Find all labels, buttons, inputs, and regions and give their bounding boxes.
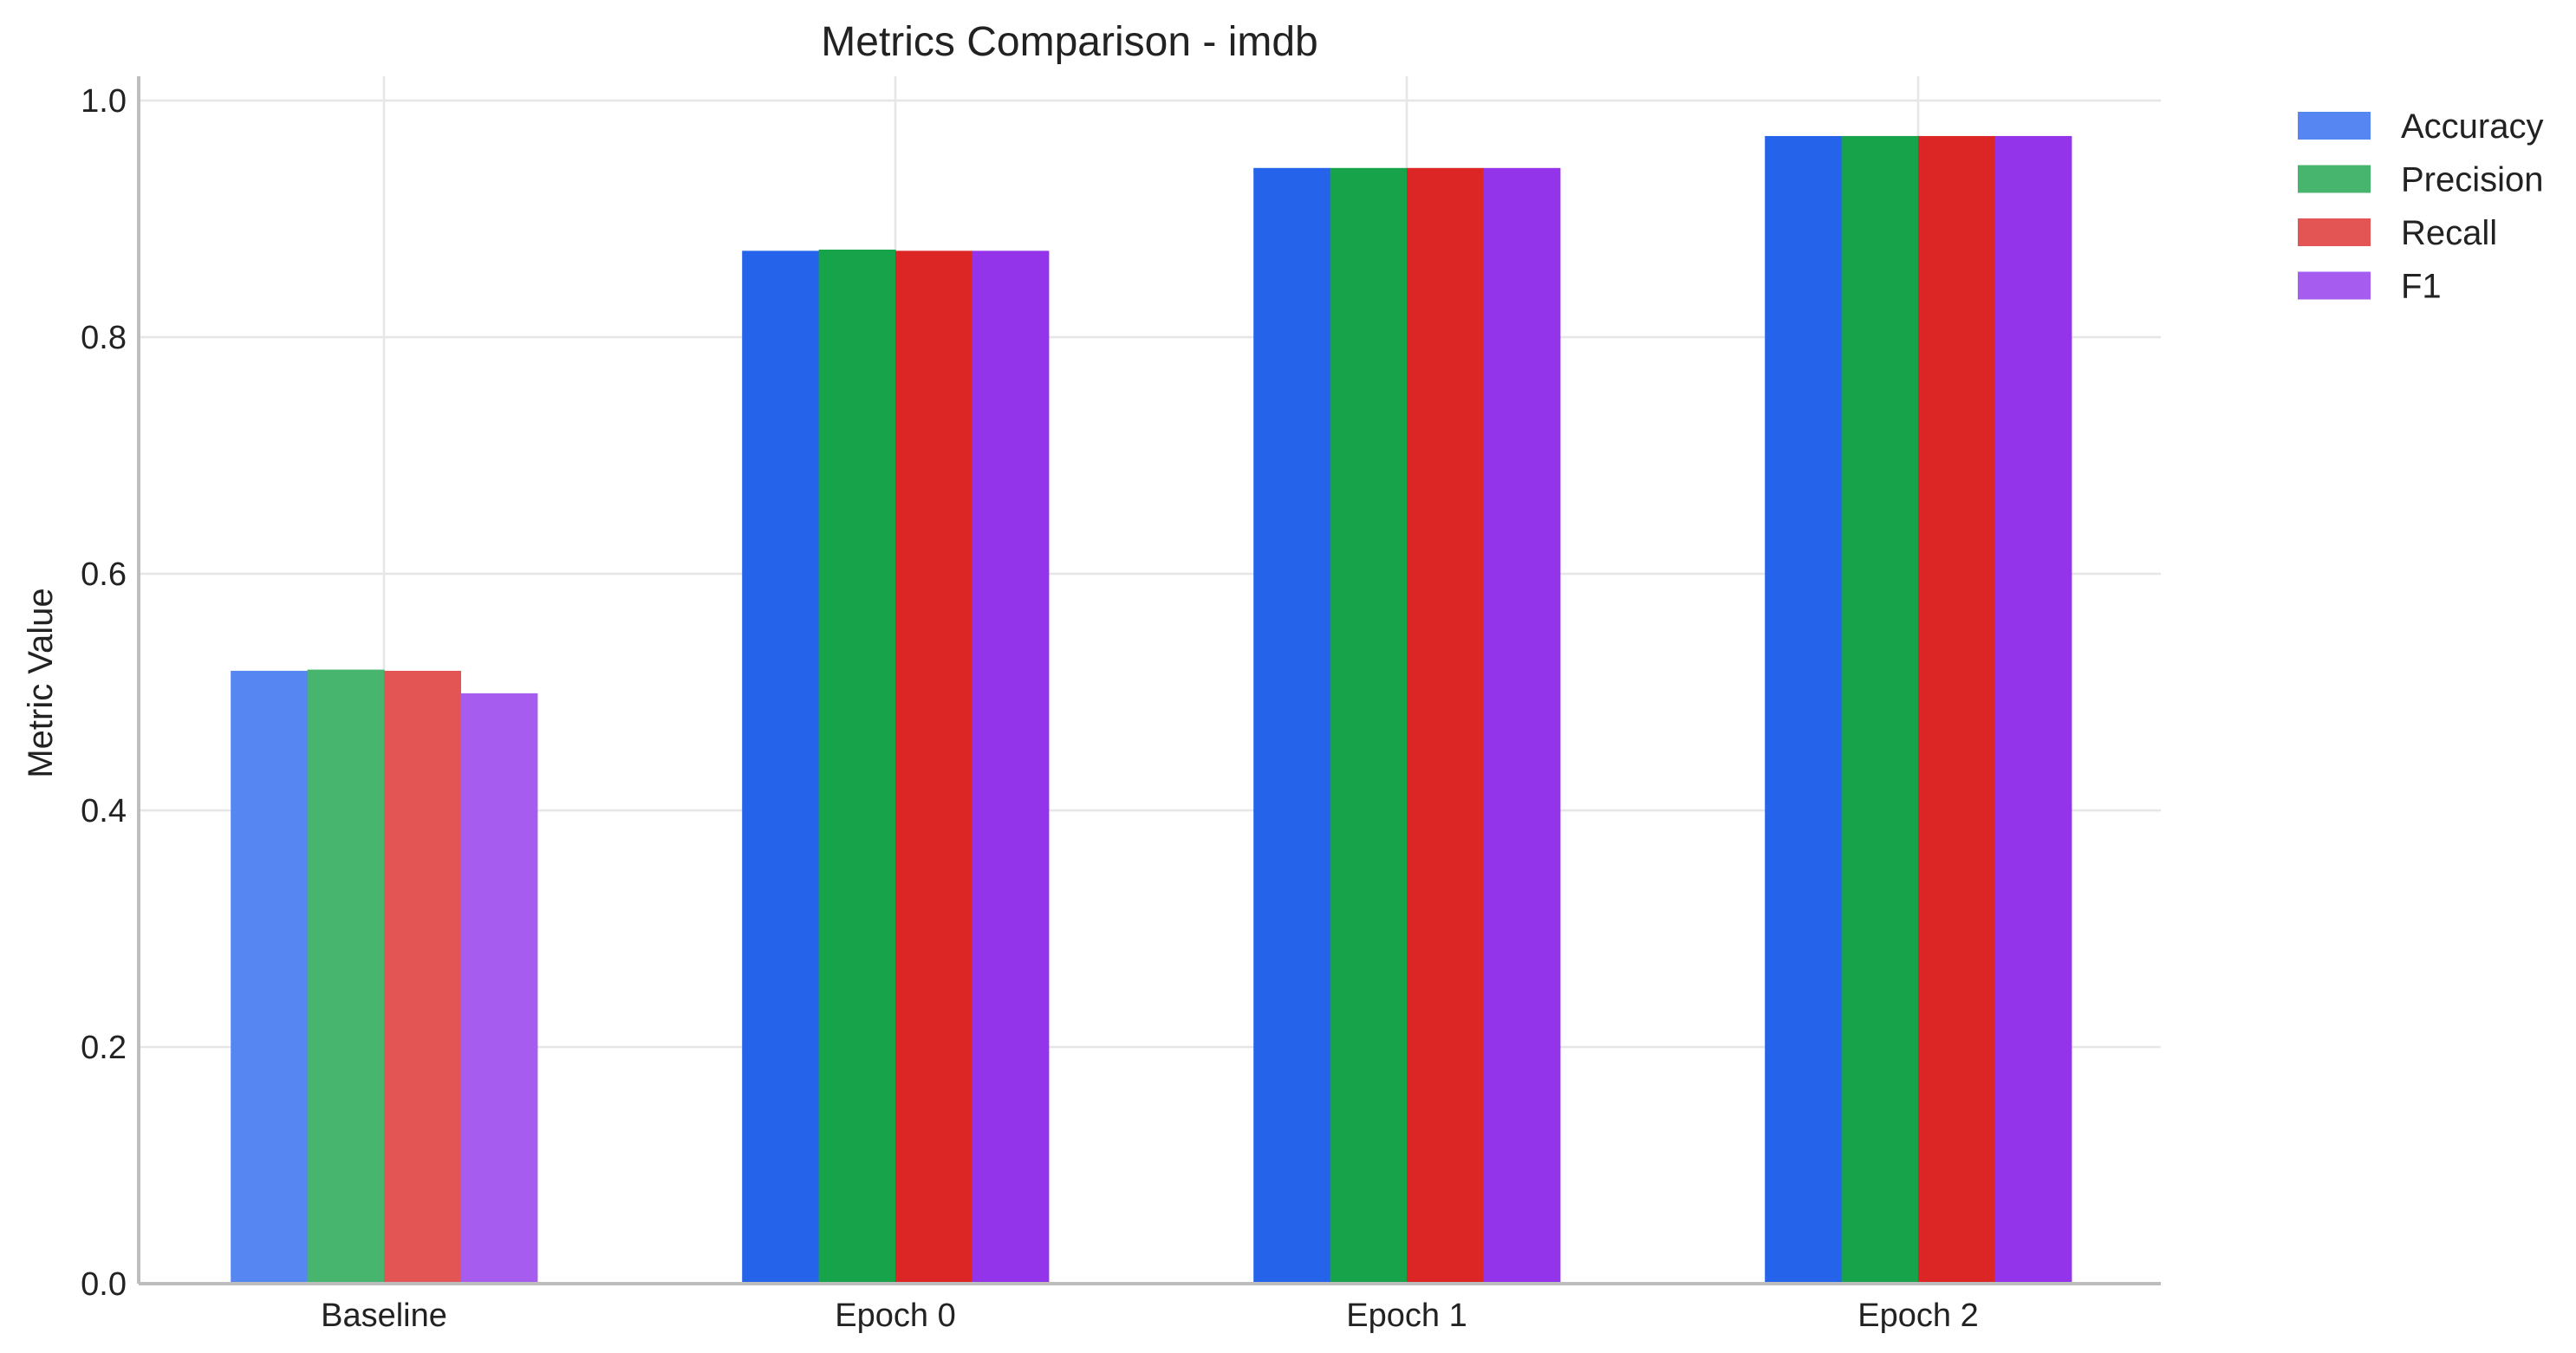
- legend-swatch-recall: [2298, 218, 2371, 246]
- bar-f1-epoch-1: [1483, 167, 1561, 1285]
- axes: 0.0 0.2 0.4 0.6 0.8 1.0 Baseline Epoch 0 Epoch 1…: [81, 76, 2161, 1334]
- legend: Accuracy Precision Recall F1: [2298, 107, 2544, 306]
- bar-accuracy-epoch-0: [742, 250, 820, 1285]
- bar-accuracy-epoch-2: [1765, 135, 1843, 1285]
- y-axis-label: Metric Value: [22, 588, 60, 777]
- bar-precision-epoch-1: [1330, 167, 1408, 1285]
- y-tick-label: 0.6: [81, 556, 127, 593]
- legend-label-precision: Precision: [2401, 161, 2544, 199]
- legend-swatch-f1: [2298, 271, 2371, 300]
- bars: [231, 135, 2072, 1285]
- bar-f1-epoch-0: [972, 250, 1050, 1285]
- bar-accuracy-epoch-1: [1253, 167, 1331, 1285]
- bar-recall-epoch-0: [895, 250, 973, 1285]
- y-tick-label: 0.4: [81, 793, 127, 829]
- y-tick-label: 0.8: [81, 320, 127, 356]
- legend-swatch-precision: [2298, 165, 2371, 193]
- bar-precision-epoch-2: [1841, 135, 1919, 1285]
- x-tick-label: Epoch 1: [1346, 1298, 1467, 1334]
- bar-recall-epoch-2: [1918, 135, 1995, 1285]
- x-tick-label: Baseline: [321, 1298, 447, 1334]
- x-tick-label: Epoch 2: [1857, 1298, 1978, 1334]
- legend-label-recall: Recall: [2401, 214, 2497, 252]
- bar-f1-epoch-2: [1994, 135, 2072, 1285]
- x-tick-label: Epoch 0: [835, 1298, 955, 1334]
- bar-recall-epoch-1: [1407, 167, 1484, 1285]
- bar-accuracy-baseline: [231, 670, 309, 1284]
- y-tick-label: 1.0: [81, 83, 127, 120]
- legend-label-accuracy: Accuracy: [2401, 107, 2544, 146]
- bar-recall-baseline: [384, 670, 461, 1284]
- bar-f1-baseline: [460, 693, 538, 1284]
- chart-title: Metrics Comparison - imdb: [821, 19, 1317, 65]
- legend-swatch-accuracy: [2298, 112, 2371, 140]
- bar-precision-epoch-0: [818, 249, 896, 1284]
- y-tick-label: 0.2: [81, 1030, 127, 1066]
- bar-precision-baseline: [307, 669, 385, 1284]
- legend-label-f1: F1: [2401, 268, 2442, 306]
- y-tick-label: 0.0: [81, 1266, 127, 1303]
